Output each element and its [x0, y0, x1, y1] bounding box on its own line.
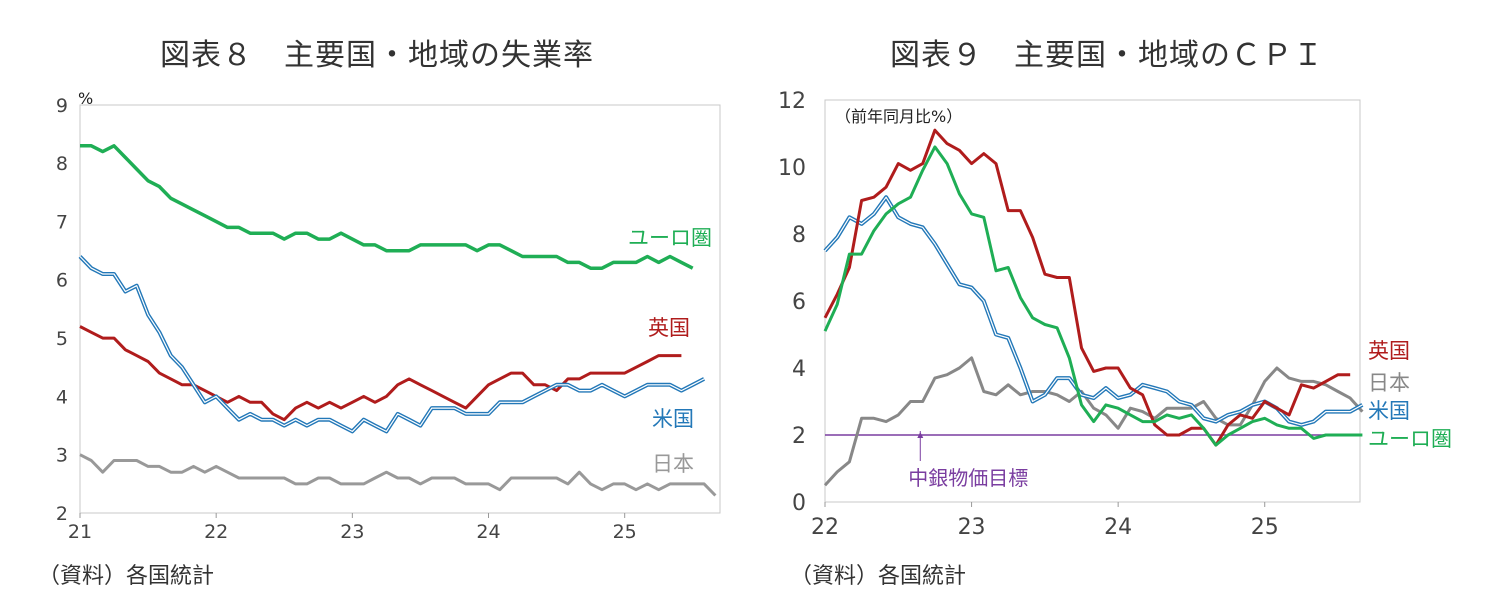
series-label: ユーロ圏 — [628, 226, 712, 250]
chart2-source: （資料）各国統計 — [790, 564, 967, 589]
x-tick-label: 22 — [204, 521, 228, 543]
y-tick-label: 9 — [56, 95, 68, 117]
plot-frame — [824, 99, 1361, 503]
series-line-英国 — [79, 325, 682, 422]
chart2-title: 図表９ 主要国・地域のＣＰＩ — [890, 38, 1324, 73]
series-label: 日本 — [1368, 371, 1410, 395]
x-tick-label: 23 — [958, 515, 986, 540]
y-tick-label: 8 — [56, 153, 68, 175]
unit-label: （前年同月比%） — [835, 107, 962, 126]
x-tick-label: 24 — [1104, 515, 1132, 540]
y-tick-label: 8 — [792, 223, 806, 248]
series-label: 英国 — [1368, 339, 1410, 363]
chart1-title: 図表８ 主要国・地域の失業率 — [160, 38, 594, 73]
series-label: 英国 — [648, 316, 690, 340]
series-label: 米国 — [1368, 399, 1410, 423]
y-tick-label: 2 — [792, 424, 806, 449]
series-line-米国 — [823, 195, 1364, 427]
chart1-source: （資料）各国統計 — [38, 564, 215, 589]
y-tick-label: 6 — [792, 290, 806, 315]
target-label: 中銀物価目標 — [908, 466, 1028, 490]
y-tick-label: 12 — [778, 89, 806, 114]
series-line-inner — [824, 196, 1363, 426]
y-tick-label: 5 — [56, 328, 68, 350]
x-tick-label: 25 — [613, 521, 637, 543]
target-arrowhead — [917, 432, 924, 438]
x-tick-label: 23 — [340, 521, 364, 543]
series-line-ユーロ圏 — [80, 144, 694, 270]
y-tick-label: 4 — [792, 357, 806, 382]
series-line-inner — [79, 256, 705, 432]
y-tick-label: 0 — [792, 491, 806, 516]
x-tick-label: 21 — [68, 521, 92, 543]
y-tick-label: 10 — [778, 156, 806, 181]
series-label: ユーロ圏 — [1368, 427, 1452, 451]
series-line-ユーロ圏 — [823, 145, 1363, 447]
y-tick-label: 6 — [56, 270, 68, 292]
y-tick-label: 7 — [56, 211, 68, 233]
series-line-日本 — [79, 453, 717, 497]
x-tick-label: 24 — [476, 521, 500, 543]
y-tick-label: 2 — [56, 503, 68, 525]
series-label: 日本 — [652, 452, 694, 476]
y-tick-label: 3 — [56, 445, 68, 467]
plot-frame — [79, 104, 721, 514]
series-line-米国 — [78, 255, 706, 434]
series-label: 米国 — [652, 407, 694, 431]
y-tick-label: 4 — [56, 386, 68, 408]
x-tick-label: 22 — [811, 515, 839, 540]
series-line-日本 — [823, 356, 1364, 487]
x-tick-label: 25 — [1251, 515, 1279, 540]
series-line-英国 — [823, 128, 1351, 447]
unit-label: % — [78, 89, 93, 108]
